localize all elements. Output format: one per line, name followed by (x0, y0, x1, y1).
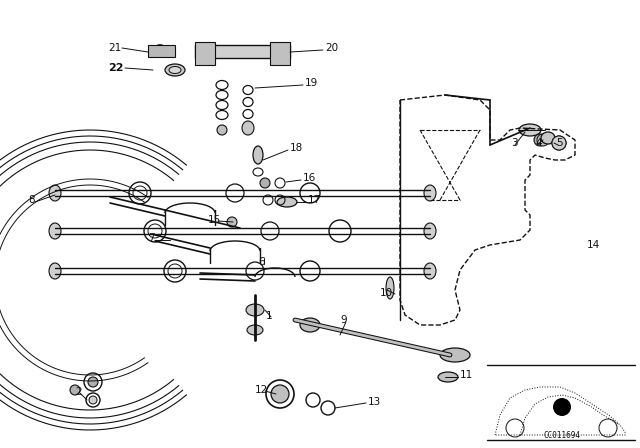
Ellipse shape (89, 396, 97, 404)
Polygon shape (270, 42, 290, 65)
Ellipse shape (247, 325, 263, 335)
Text: 2: 2 (75, 387, 82, 397)
Text: CC011694: CC011694 (543, 431, 580, 440)
Circle shape (537, 134, 549, 146)
Ellipse shape (552, 136, 566, 150)
Text: 19: 19 (305, 78, 318, 88)
Ellipse shape (271, 385, 289, 403)
Text: 6: 6 (258, 257, 264, 267)
Polygon shape (195, 45, 290, 58)
Ellipse shape (253, 146, 263, 164)
Text: 15: 15 (208, 215, 221, 225)
Circle shape (260, 178, 270, 188)
Polygon shape (148, 45, 175, 57)
Ellipse shape (246, 304, 264, 316)
Text: 14: 14 (587, 240, 600, 250)
Ellipse shape (519, 124, 541, 136)
Ellipse shape (70, 385, 80, 395)
Ellipse shape (541, 132, 555, 144)
Text: 4: 4 (535, 138, 541, 148)
Ellipse shape (440, 348, 470, 362)
Ellipse shape (153, 45, 167, 55)
Text: 11: 11 (460, 370, 473, 380)
Ellipse shape (424, 185, 436, 201)
Ellipse shape (424, 223, 436, 239)
Ellipse shape (217, 125, 227, 135)
Ellipse shape (49, 263, 61, 279)
Text: 7: 7 (148, 233, 155, 243)
Text: 1: 1 (266, 311, 273, 321)
Text: 9: 9 (340, 315, 347, 325)
Text: 10: 10 (380, 288, 393, 298)
Ellipse shape (277, 197, 297, 207)
Polygon shape (195, 42, 215, 65)
Ellipse shape (49, 223, 61, 239)
Text: 22: 22 (108, 63, 124, 73)
Text: 21: 21 (108, 43, 121, 53)
Text: 18: 18 (290, 143, 303, 153)
Ellipse shape (49, 185, 61, 201)
Text: 13: 13 (368, 397, 381, 407)
Text: 5: 5 (556, 138, 563, 148)
Ellipse shape (300, 318, 320, 332)
Ellipse shape (438, 372, 458, 382)
Circle shape (227, 217, 237, 227)
Circle shape (553, 398, 571, 416)
Text: 3: 3 (511, 138, 518, 148)
Ellipse shape (242, 121, 254, 135)
Ellipse shape (165, 64, 185, 76)
Text: 16: 16 (303, 173, 316, 183)
Text: 12: 12 (255, 385, 268, 395)
Ellipse shape (386, 277, 394, 299)
Ellipse shape (88, 377, 98, 387)
Text: 20: 20 (325, 43, 338, 53)
Ellipse shape (169, 66, 181, 73)
Text: 8: 8 (28, 195, 35, 205)
Ellipse shape (534, 134, 546, 146)
Circle shape (552, 136, 566, 150)
Ellipse shape (424, 263, 436, 279)
Text: 17: 17 (308, 195, 321, 205)
